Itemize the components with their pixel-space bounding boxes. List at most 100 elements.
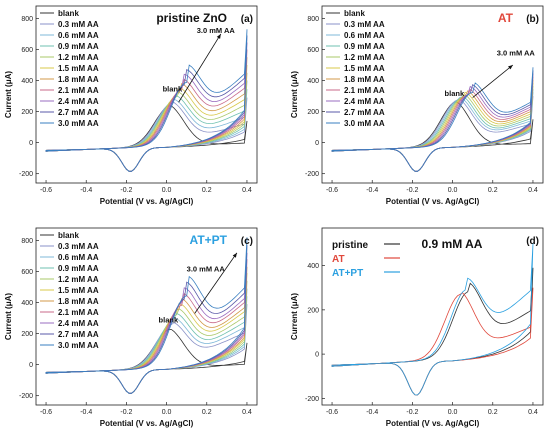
panel-tag: (d) — [526, 236, 539, 247]
legend-entry: 0.9 mM AA — [344, 42, 385, 51]
legend-entry: 1.2 mM AA — [344, 53, 385, 62]
legend-entry: blank — [58, 231, 79, 240]
x-tick-label: -0.4 — [80, 409, 92, 416]
legend-entry: 1.2 mM AA — [58, 53, 99, 62]
y-tick-label: 0 — [315, 140, 319, 147]
y-axis-label: Current (μA) — [4, 71, 13, 118]
x-tick-label: -0.2 — [120, 409, 132, 416]
legend-entry: 2.1 mM AA — [58, 308, 99, 317]
y-tick-label: -200 — [305, 396, 319, 403]
trend-arrow — [178, 33, 222, 103]
legend-entry: blank — [58, 9, 79, 18]
arrow-head — [216, 33, 221, 39]
y-tick-label: 200 — [21, 109, 33, 116]
curves — [45, 237, 248, 394]
x-tick-label: -0.6 — [40, 409, 52, 416]
legend-entry: 2.7 mM AA — [58, 108, 99, 117]
panel-1: -0.6 -0.4 -0.2 0.0 0.2 0.4 -200 0 200 400 600 800 Po… — [290, 5, 544, 206]
arrow-head — [508, 65, 513, 70]
x-tick-label: 0.4 — [528, 187, 538, 194]
panel-3: -0.6 -0.4 -0.2 0.0 0.2 0.4 -200 0 200 400 Potentia… — [290, 227, 544, 428]
series-line-3-0-mm-aa — [45, 29, 248, 172]
annotation-label: 3.0 mM AA — [197, 26, 236, 35]
x-tick-label: -0.6 — [326, 187, 338, 194]
arrow-head — [232, 252, 237, 258]
y-tick-label: 200 — [307, 109, 319, 116]
x-tick-label: -0.2 — [120, 187, 132, 194]
legend-entry: 1.5 mM AA — [58, 64, 99, 73]
y-tick-label: 0 — [29, 362, 33, 369]
legend-entry: 2.7 mM AA — [58, 330, 99, 339]
panel-2: -0.6 -0.4 -0.2 0.0 0.2 0.4 -200 0 200 400 600 800 Po… — [4, 227, 258, 428]
legend-entry: AT+PT — [332, 268, 363, 279]
plot-frame — [35, 5, 258, 184]
y-axis-label: Current (μA) — [4, 293, 13, 340]
series-line-3-0-mm-aa — [331, 67, 534, 172]
legend-entry: 0.9 mM AA — [58, 42, 99, 51]
y-tick-label: 400 — [21, 300, 33, 307]
y-tick-label: 800 — [21, 238, 33, 245]
series-line-pristine — [331, 267, 534, 396]
legend-entry: 0.6 mM AA — [344, 31, 385, 40]
panel-title: 0.9 mM AA — [422, 237, 483, 251]
x-tick-label: -0.4 — [80, 187, 92, 194]
y-tick-label: 400 — [307, 263, 319, 270]
annotation-label: blank — [163, 84, 183, 93]
x-tick-label: -0.2 — [406, 187, 418, 194]
y-axis-label: Current (μA) — [290, 293, 299, 340]
annotation-label: 3.0 mM AA — [187, 264, 226, 273]
legend-entry: 0.3 mM AA — [58, 242, 99, 251]
y-tick-label: 0 — [315, 352, 319, 359]
legend-entry: 1.8 mM AA — [344, 75, 385, 84]
panel-tag: (a) — [241, 14, 253, 25]
y-tick-label: -200 — [19, 171, 33, 178]
y-tick-label: 400 — [307, 78, 319, 85]
x-tick-label: 0.4 — [242, 187, 252, 194]
legend-entry: 2.4 mM AA — [58, 97, 99, 106]
x-tick-label: 0.2 — [488, 187, 498, 194]
x-tick-label: 0.0 — [448, 409, 458, 416]
x-tick-label: -0.4 — [366, 409, 378, 416]
y-tick-label: 600 — [307, 47, 319, 54]
x-tick-label: -0.2 — [406, 409, 418, 416]
y-tick-label: 200 — [21, 331, 33, 338]
legend-entry: 3.0 mM AA — [344, 119, 385, 128]
y-tick-label: 0 — [29, 140, 33, 147]
annotation-label: blank — [159, 316, 179, 325]
y-tick-label: 600 — [21, 47, 33, 54]
y-tick-label: 800 — [307, 16, 319, 23]
legend-entry: blank — [344, 9, 365, 18]
legend-entry: 2.1 mM AA — [58, 86, 99, 95]
series-line-at-pt — [331, 243, 534, 396]
x-tick-label: 0.2 — [202, 187, 212, 194]
y-tick-label: 200 — [307, 307, 319, 314]
trend-arrow — [472, 64, 514, 98]
x-axis-label: Potential (V vs. Ag/AgCl) — [100, 419, 194, 428]
plot-frame — [321, 227, 544, 406]
x-axis-label: Potential (V vs. Ag/AgCl) — [386, 419, 480, 428]
legend-entry: 0.6 mM AA — [58, 31, 99, 40]
legend-entry: 0.3 mM AA — [58, 20, 99, 29]
annotation-label: blank — [445, 89, 465, 98]
panel-tag: (c) — [241, 236, 253, 247]
x-tick-label: 0.2 — [202, 409, 212, 416]
legend-entry: 2.1 mM AA — [344, 86, 385, 95]
y-tick-label: -200 — [305, 171, 319, 178]
curves — [331, 243, 534, 396]
legend-entry: 3.0 mM AA — [58, 341, 99, 350]
y-tick-label: 800 — [21, 16, 33, 23]
x-tick-label: 0.0 — [162, 409, 172, 416]
series-line-3-0-mm-aa — [45, 237, 248, 394]
x-tick-label: -0.4 — [366, 187, 378, 194]
x-axis-label: Potential (V vs. Ag/AgCl) — [386, 197, 480, 206]
legend-entry: 2.7 mM AA — [344, 108, 385, 117]
legend-entry: 2.4 mM AA — [344, 97, 385, 106]
panel-title: AT — [498, 11, 514, 25]
x-tick-label: 0.0 — [448, 187, 458, 194]
legend-entry: 1.5 mM AA — [58, 286, 99, 295]
plot-frame — [35, 227, 258, 406]
legend-entry: 1.2 mM AA — [58, 275, 99, 284]
y-tick-label: -200 — [19, 393, 33, 400]
